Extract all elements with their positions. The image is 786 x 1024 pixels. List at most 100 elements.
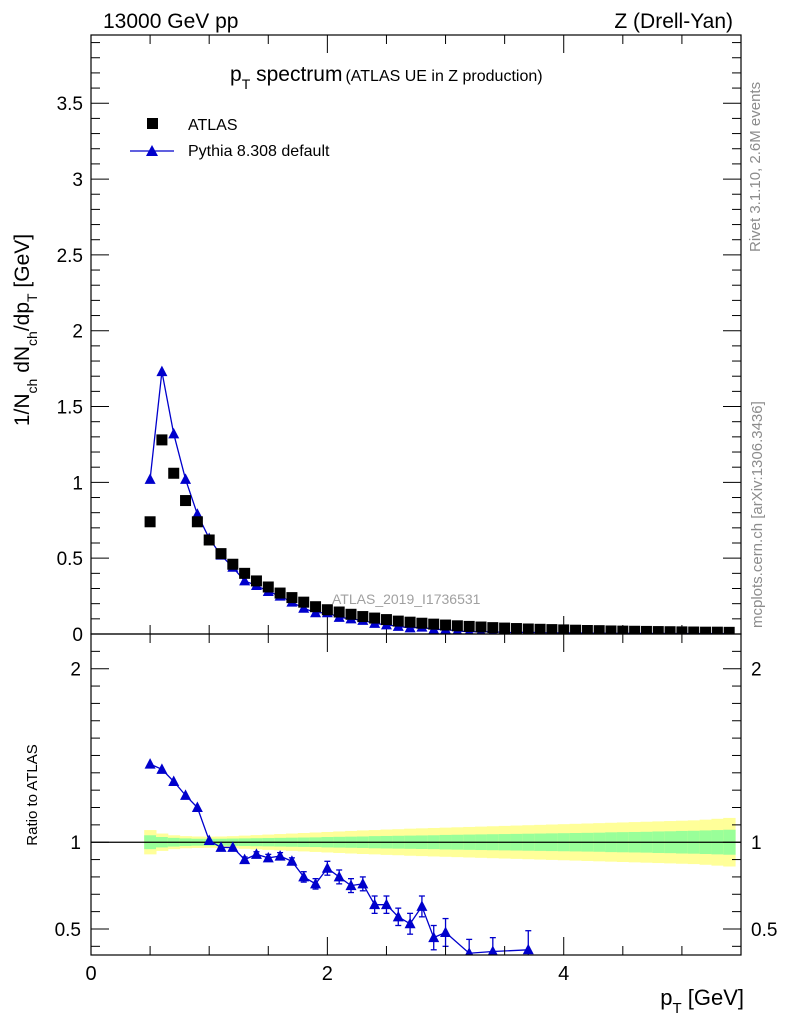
- xlabel-rest: [GeV]: [682, 985, 744, 1010]
- data-point: [156, 434, 168, 446]
- ratio-point: [465, 947, 474, 955]
- ratio-point: [298, 870, 310, 882]
- ratio-point: [203, 834, 215, 845]
- title-note: (ATLAS UE in Z production): [345, 68, 542, 85]
- data-point: [593, 625, 605, 634]
- ylabel-c: dN: [11, 346, 34, 379]
- data-point: [380, 614, 392, 626]
- legend-data-marker: [147, 118, 158, 129]
- ratio-point: [144, 758, 156, 769]
- data-point: [640, 625, 652, 634]
- data-point: [345, 608, 357, 620]
- ylabel-f: T: [24, 293, 40, 302]
- data-point: [522, 623, 534, 634]
- legend-mc-label: Pythia 8.308 default: [188, 143, 330, 160]
- data-point: [581, 625, 593, 634]
- x-axis-label: pT [GeV]: [660, 985, 744, 1017]
- ratio-point: [239, 853, 251, 865]
- data-point: [250, 575, 262, 587]
- data-point: [723, 626, 735, 634]
- ratio-frame: [90, 633, 742, 956]
- ratio-point: [333, 870, 345, 882]
- data-point: [546, 624, 558, 634]
- data-point: [203, 534, 215, 546]
- ratio-point: [321, 862, 333, 873]
- data-point: [369, 612, 381, 624]
- data-point: [711, 626, 723, 634]
- ylabel-a: 1/N: [11, 393, 34, 426]
- mc-point: [239, 574, 251, 586]
- data-point: [191, 516, 203, 528]
- main-ytick-label: 2.5: [57, 246, 83, 267]
- data-point: [510, 623, 522, 634]
- data-point: [286, 592, 298, 604]
- ratio-point: [262, 851, 274, 863]
- data-point: [392, 615, 404, 627]
- main-y-label: 1/Nch dNch/dpT [GeV]: [11, 234, 40, 426]
- mc-point: [180, 473, 192, 484]
- data-point: [168, 467, 180, 479]
- xtick-label: 4: [558, 963, 569, 985]
- legend: ATLAS Pythia 8.308 default: [130, 117, 330, 160]
- ratio-point: [428, 931, 440, 943]
- ratio-point: [274, 850, 286, 861]
- data-point: [700, 626, 712, 634]
- main-ytick-label: 3.5: [57, 94, 83, 115]
- data-point: [357, 611, 369, 623]
- mcplots-label: mcplots.cern.ch [arXiv:1306.3436]: [749, 401, 766, 628]
- title-sub: T: [242, 76, 251, 92]
- data-point: [451, 620, 463, 632]
- data-point: [404, 616, 416, 628]
- data-point: [262, 581, 274, 593]
- ratio-point: [156, 763, 168, 774]
- ratio-ytick-label: 0.5: [55, 920, 81, 941]
- ylabel-g: [GeV]: [11, 234, 34, 294]
- ylabel-e: /dp: [11, 302, 34, 331]
- ratio-point: [440, 926, 452, 937]
- ratio-point: [286, 855, 298, 866]
- main-ytick-label: 1: [72, 473, 83, 494]
- data-point: [144, 516, 156, 528]
- ratio-point: [168, 775, 180, 786]
- ratio-point: [404, 917, 416, 929]
- data-point: [463, 620, 475, 632]
- main-title: pT spectrum (ATLAS UE in Z production): [230, 63, 543, 92]
- mc-point: [156, 365, 168, 377]
- ratio-point: [369, 898, 381, 910]
- data-point: [688, 626, 700, 634]
- data-point: [652, 626, 664, 634]
- ratio-point: [357, 877, 369, 889]
- data-point: [676, 626, 688, 634]
- ratio-point: [392, 910, 404, 922]
- main-ytick-label: 1.5: [57, 398, 83, 419]
- ratio-ytick-label-right: 0.5: [751, 920, 777, 941]
- main-axis-ticks: 0 0.5 1 1.5 2 2.5 3 3.5: [57, 35, 742, 646]
- data-point: [558, 624, 570, 634]
- data-point: [298, 596, 310, 608]
- main-ytick-label: 2: [72, 322, 83, 343]
- ylabel-d: ch: [24, 331, 40, 346]
- main-ytick-label: 0: [72, 625, 83, 646]
- mc-point: [168, 427, 180, 439]
- ratio-point: [310, 877, 322, 889]
- data-point: [605, 625, 617, 634]
- data-point: [416, 617, 428, 629]
- header-left: 13000 GeV pp: [103, 10, 238, 33]
- ratio-ytick-label: 2: [70, 660, 81, 681]
- data-point: [570, 624, 582, 634]
- header-right: Z (Drell-Yan): [614, 10, 733, 33]
- ratio-point: [487, 945, 498, 955]
- data-point: [664, 626, 676, 634]
- ratio-point: [522, 943, 534, 955]
- ratio-axis-ticks: 0.5 0.5 1 1 2 2 0 2 4: [55, 634, 777, 985]
- mc-point: [191, 508, 203, 519]
- xlabel-sub: T: [672, 1000, 681, 1017]
- main-data-layer: [144, 365, 735, 634]
- xtick-label: 2: [322, 963, 333, 985]
- analysis-id: ATLAS_2019_I1736531: [332, 591, 481, 607]
- data-point: [617, 625, 629, 634]
- ratio-ytick-label-right: 2: [751, 660, 762, 681]
- ratio-ytick-label: 1: [70, 833, 81, 854]
- data-point: [440, 619, 452, 631]
